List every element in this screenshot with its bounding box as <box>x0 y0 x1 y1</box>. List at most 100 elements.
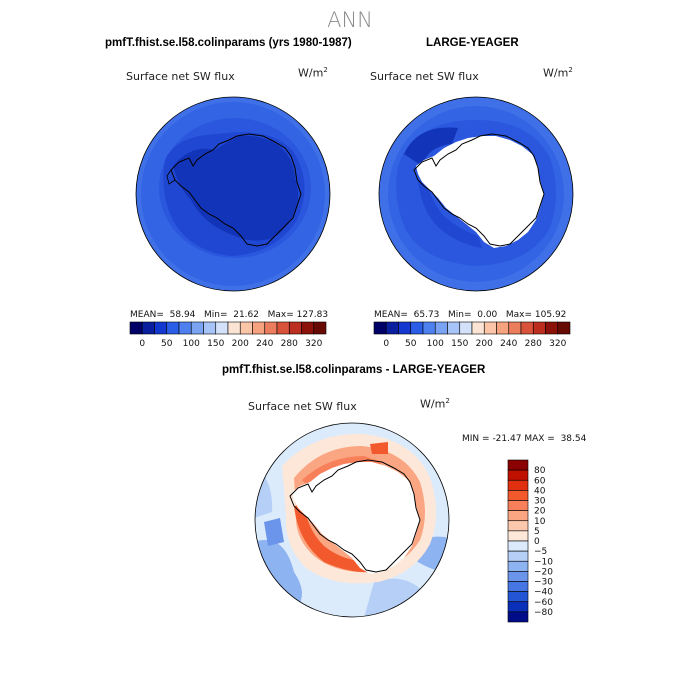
colorbar-swatch <box>276 321 290 335</box>
positive-anomaly <box>370 442 388 454</box>
colorbar-swatch <box>557 321 571 335</box>
ocean-band <box>418 180 482 248</box>
colorbar-tick-label: 50 <box>161 339 173 349</box>
colorbar-tick-label: 60 <box>534 476 546 486</box>
colorbar-swatch <box>190 321 204 335</box>
colorbar-tick-label: −10 <box>534 557 553 567</box>
colorbar-tick-label: −80 <box>534 608 553 618</box>
colorbar-swatch <box>507 490 529 501</box>
colorbar-tick-label: 50 <box>405 339 417 349</box>
colorbar-swatch <box>264 321 278 335</box>
colorbar-tick-label: 240 <box>256 339 273 349</box>
colorbar-swatch <box>447 321 461 335</box>
colorbar-swatch <box>507 500 529 511</box>
colorbar-swatch <box>385 321 399 335</box>
colorbar-swatch <box>129 321 143 335</box>
panel-model-map <box>135 96 331 292</box>
colorbar-swatch <box>215 321 229 335</box>
coastline <box>166 169 176 185</box>
colorbar-swatch <box>373 321 387 335</box>
colorbar-tick-label: −5 <box>534 547 547 557</box>
colorbar-swatch <box>532 321 546 335</box>
colorbar-swatch <box>507 611 529 623</box>
no-data-land <box>416 136 544 248</box>
colorbar-swatch <box>507 479 529 491</box>
colorbar-tick-label: 100 <box>183 339 200 349</box>
antarctica-coastline <box>289 459 421 573</box>
colorbar-tick-label: 80 <box>534 466 546 476</box>
map-boundary <box>254 422 450 618</box>
colorbar-tick-label: 280 <box>281 339 298 349</box>
colorbar-tick-label: 10 <box>534 517 546 527</box>
panel-diff-stats: MIN = -21.47 MAX = 38.54 <box>462 434 587 444</box>
colorbar-tick-label: 150 <box>451 339 468 349</box>
colorbar-swatch <box>141 321 155 335</box>
colorbar-tick-label: 240 <box>500 339 517 349</box>
colorbar-tick-label: 320 <box>549 339 566 349</box>
colorbar-swatch <box>507 591 529 603</box>
colorbar-swatch <box>483 321 497 335</box>
page-title: ANN <box>327 8 373 32</box>
negative-anomaly <box>264 518 284 546</box>
panel-obs-colorbar: 0 50 100 150 200 240 280 320 <box>373 321 571 349</box>
colorbar-swatch <box>459 321 473 335</box>
panel-diff-field-label: Surface net SW flux <box>248 400 357 413</box>
colorbar-swatch <box>507 469 529 481</box>
colorbar-swatch <box>203 321 217 335</box>
colorbar-swatch <box>507 601 529 613</box>
panel-obs-title: LARGE-YEAGER <box>426 37 519 49</box>
colorbar-swatch <box>507 510 529 522</box>
colorbar-tick-label: 20 <box>534 507 546 517</box>
colorbar-swatch <box>301 321 315 335</box>
colorbar-tick-label: 30 <box>534 497 546 507</box>
panel-model-units: W/m2 <box>298 66 328 80</box>
colorbar-swatch <box>507 459 529 471</box>
panel-model-stats: MEAN= 58.94 Min= 21.62 Max= 127.83 <box>130 310 329 320</box>
colorbar-tick-label: 40 <box>534 486 546 496</box>
panel-diff-map <box>254 422 450 618</box>
panel-model-title: pmfT.fhist.se.l58.colinparams (yrs 1980-… <box>105 37 352 49</box>
colorbar-swatch <box>507 520 529 532</box>
colorbar-swatch <box>507 540 529 552</box>
colorbar-swatch <box>410 321 424 335</box>
colorbar-swatch <box>422 321 436 335</box>
colorbar-swatch <box>507 550 529 562</box>
colorbar-swatch <box>227 321 241 335</box>
colorbar-swatch <box>239 321 253 335</box>
colorbar-swatch <box>313 321 327 335</box>
colorbar-swatch <box>508 321 522 335</box>
colorbar-swatch <box>154 321 168 335</box>
colorbar-tick-label: 150 <box>207 339 224 349</box>
colorbar-swatch <box>434 321 448 335</box>
colorbar-swatch <box>288 321 302 335</box>
colorbar-tick-label: 5 <box>534 527 540 537</box>
colorbar-tick-label: 200 <box>476 339 493 349</box>
colorbar-swatch <box>496 321 510 335</box>
colorbar-tick-label: 0 <box>383 339 389 349</box>
colorbar-tick-label: 100 <box>427 339 444 349</box>
panel-obs-field-label: Surface net SW flux <box>370 70 479 83</box>
colorbar-swatch <box>471 321 485 335</box>
no-data-land <box>292 462 420 574</box>
colorbar-tick-label: −30 <box>534 578 553 588</box>
panel-obs-stats: MEAN= 65.73 Min= 0.00 Max= 105.92 <box>374 310 567 320</box>
ocean-band <box>404 127 458 166</box>
colorbar-swatch <box>520 321 534 335</box>
antarctica-coastline <box>413 133 545 247</box>
colorbar-tick-label: −60 <box>534 598 553 608</box>
colorbar-tick-label: 0 <box>534 537 540 547</box>
colorbar-tick-label: 0 <box>139 339 145 349</box>
panel-model-field-label: Surface net SW flux <box>126 70 235 83</box>
antarctica-interior <box>173 135 299 241</box>
colorbar-swatch <box>507 560 529 572</box>
colorbar-tick-label: −40 <box>534 588 553 598</box>
colorbar-swatch <box>398 321 412 335</box>
colorbar-swatch <box>545 321 559 335</box>
panel-obs-map <box>378 96 574 292</box>
panel-diff-units: W/m2 <box>420 397 450 411</box>
colorbar-swatch <box>166 321 180 335</box>
colorbar-tick-label: −20 <box>534 567 553 577</box>
map-boundary <box>135 96 331 292</box>
panel-diff-title: pmfT.fhist.se.l58.colinparams - LARGE-YE… <box>222 364 486 376</box>
colorbar-tick-label: 200 <box>232 339 249 349</box>
